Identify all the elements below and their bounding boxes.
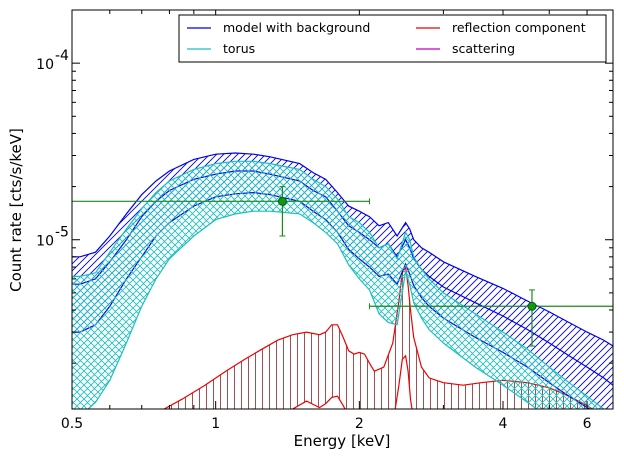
series-layer <box>72 152 613 409</box>
y-tick-label-1: 10 <box>36 57 54 73</box>
model-with-background-upper-line <box>72 152 613 347</box>
torus-upper-line <box>72 160 605 409</box>
x-tick-label-3: 4 <box>499 416 508 432</box>
reflection-component-upper-line <box>163 265 594 409</box>
legend-label-model: model with background <box>223 20 370 35</box>
legend-label-torus: torus <box>223 41 255 56</box>
data-point-0-marker <box>277 196 287 206</box>
plot-frame <box>71 9 614 410</box>
x-tick-label-2: 2 <box>355 416 364 432</box>
y-tick-label-0: 10 <box>36 234 54 250</box>
axis-ticks: 0.5 1 2 4 610-510-4 <box>36 9 613 432</box>
y-axis-label: Count rate [cts/s/keV] <box>7 128 25 292</box>
y-tick-exponent-0: -5 <box>55 225 69 241</box>
x-tick-label-4: 6 <box>583 416 592 432</box>
y-tick-exponent-1: -4 <box>55 48 69 64</box>
x-tick-label-0: 0.5 <box>61 416 83 432</box>
legend-box <box>178 14 607 63</box>
reflection-component-band <box>164 267 593 409</box>
legend: model with background torus reflection c… <box>178 14 607 63</box>
legend-label-reflection: reflection component <box>452 20 586 35</box>
torus-band <box>72 161 604 409</box>
legend-label-scattering: scattering <box>452 41 515 56</box>
data-point-1-marker <box>527 301 537 311</box>
torus-lower-line <box>87 210 538 409</box>
data-points-layer <box>72 186 613 347</box>
x-axis-label: Energy [keV] <box>294 432 391 450</box>
x-tick-label-1: 1 <box>211 416 220 432</box>
